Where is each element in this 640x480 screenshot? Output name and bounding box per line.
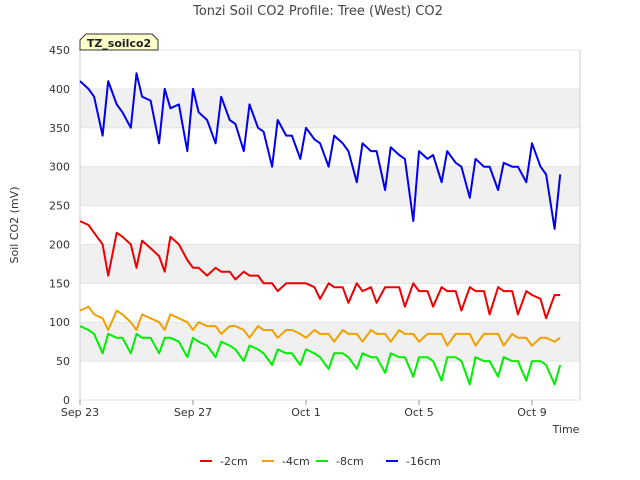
y-tick-label: 250 [49, 200, 70, 213]
badge-box [79, 33, 159, 51]
x-axis-label: Time [552, 423, 580, 436]
y-axis-label: Soil CO2 (mV) [8, 187, 21, 264]
y-axis: 0 50 100 150 200 250 300 350 400 450 [49, 44, 580, 407]
series-line-neg2cm [79, 220, 561, 320]
legend: -2cm -4cm -8cm -16cm [200, 455, 441, 468]
x-tick-label: Oct 5 [404, 406, 434, 419]
x-axis: Sep 23 Sep 27 Oct 1 Oct 5 Oct 9 [61, 400, 547, 419]
legend-label: -8cm [336, 455, 364, 468]
badge: TZ_soilco2 [79, 33, 159, 51]
x-tick-label: Oct 1 [291, 406, 321, 419]
y-tick-label: 400 [49, 83, 70, 96]
series-line-neg8cm [79, 325, 562, 386]
x-tick-label: Sep 27 [174, 406, 212, 419]
legend-label: -2cm [220, 455, 248, 468]
grid-band [80, 322, 580, 362]
x-tick-label: Oct 9 [517, 406, 547, 419]
series-line-neg16cm [79, 72, 562, 230]
grid-band [80, 166, 580, 206]
chart-title: Tonzi Soil CO2 Profile: Tree (West) CO2 [192, 4, 443, 19]
x-tick-label: Sep 23 [61, 406, 99, 419]
y-tick-label: 200 [49, 238, 70, 251]
y-tick-label: 50 [56, 355, 70, 368]
grid-band [80, 244, 580, 284]
y-tick-label: 100 [49, 316, 70, 329]
y-tick-label: 350 [49, 122, 70, 135]
y-tick-label: 150 [49, 277, 70, 290]
y-tick-label: 450 [49, 44, 70, 57]
y-tick-label: 300 [49, 161, 70, 174]
series-layer [79, 72, 562, 386]
legend-label: -4cm [282, 455, 310, 468]
y-tick-label: 0 [63, 394, 70, 407]
badge-label: TZ_soilco2 [87, 37, 151, 50]
legend-label: -16cm [406, 455, 441, 468]
series-line-neg4cm [79, 305, 561, 347]
